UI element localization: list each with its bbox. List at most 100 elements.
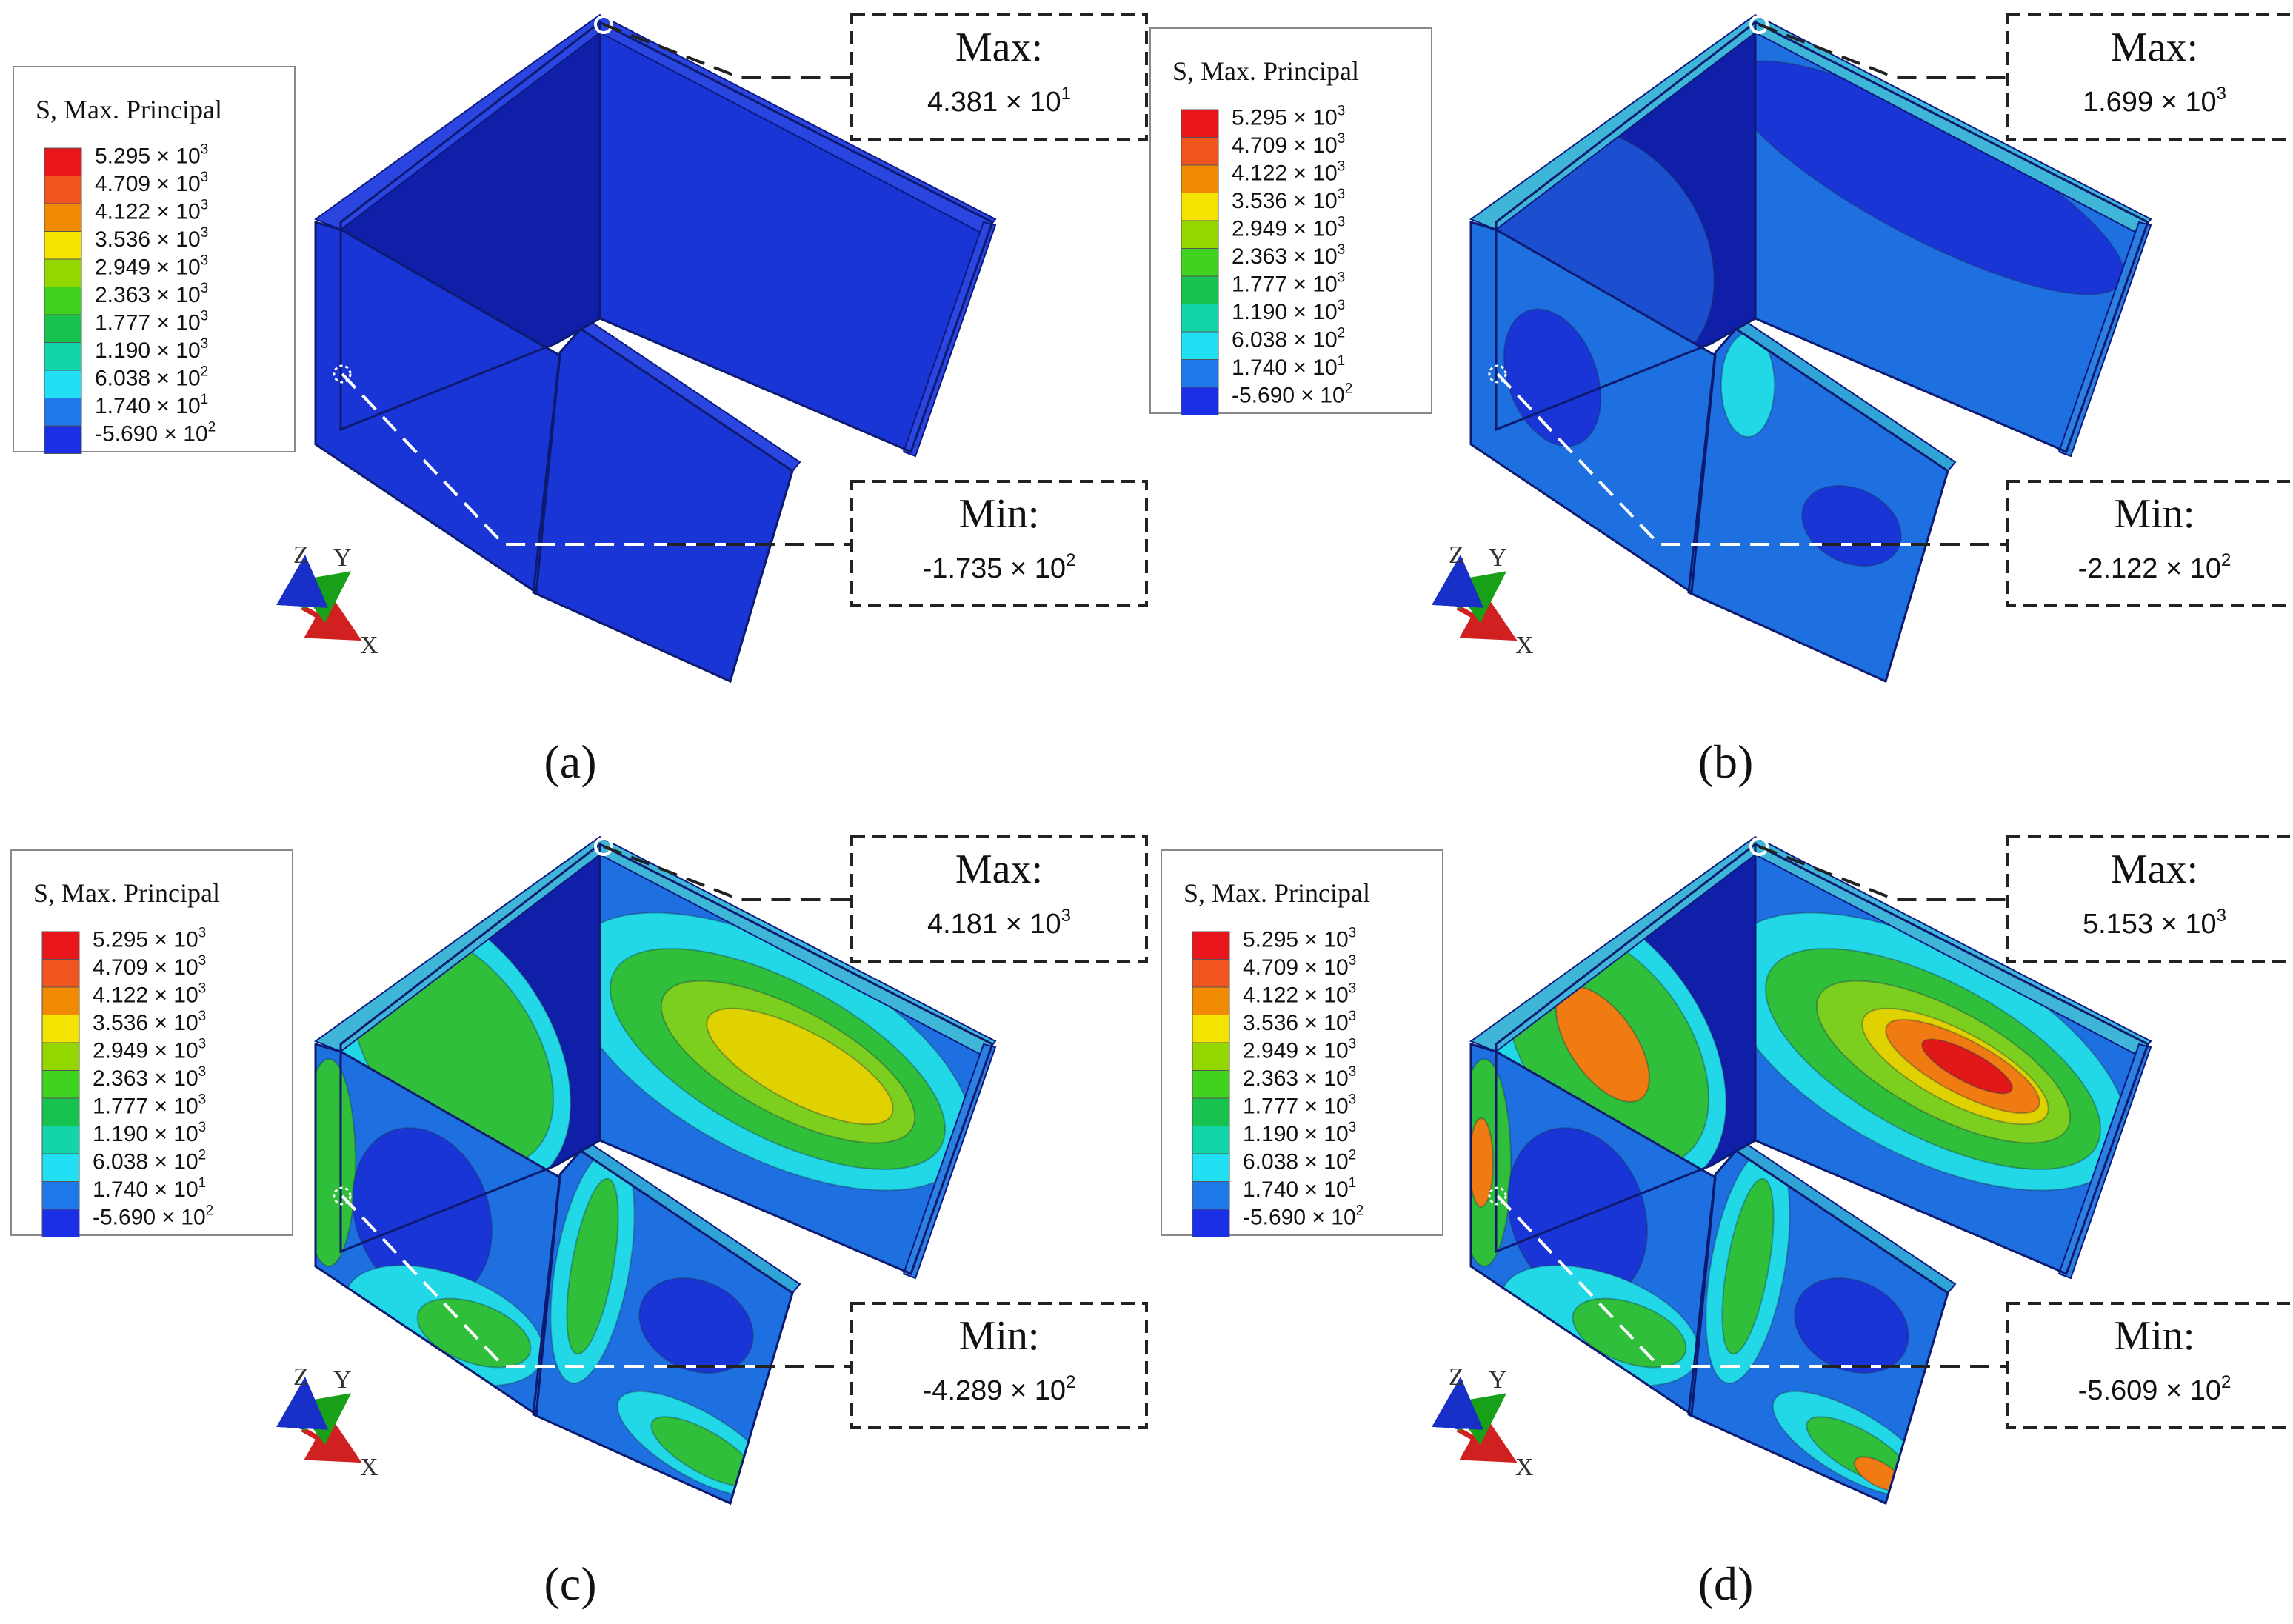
x-axis-arrow: [301, 592, 362, 641]
legend-swatch: [44, 147, 82, 176]
z-axis-label: Z: [1449, 1363, 1464, 1391]
legend-level-label-mantissa: 2.949 × 10: [1232, 217, 1338, 241]
min-value: -4.289 × 102: [923, 1372, 1076, 1406]
model-group: [1469, 835, 2152, 1506]
min-leader-line: [1496, 372, 2007, 546]
legend-level-label-mantissa: 6.038 × 10: [93, 1150, 198, 1174]
front-panel-wall: [1689, 329, 1948, 681]
legend-level-label-mantissa: 5.295 × 10: [93, 928, 198, 952]
z-axis-label: Z: [293, 541, 309, 569]
front-panel-wall-base: [533, 329, 792, 681]
legend-swatch: [1192, 1042, 1230, 1071]
min-value-exponent: 2: [2221, 550, 2231, 570]
legend-level-label-exponent: 3: [1338, 131, 1346, 147]
max-leader-line: [1758, 23, 2007, 79]
legend-level-label-exponent: 3: [1349, 1037, 1357, 1052]
wall-outline: [314, 1042, 561, 1417]
legend-swatch: [44, 425, 82, 454]
inner-back-right-wall-base: [600, 22, 992, 452]
legend-level-label-mantissa: 1.740 × 10: [95, 394, 201, 418]
max-label: Max:: [2111, 846, 2198, 892]
legend-level-label-exponent: 1: [1338, 353, 1346, 369]
legend-level-label-mantissa: 2.363 × 10: [1243, 1066, 1349, 1091]
legend-level-label: 1.740 × 101: [1232, 353, 1345, 380]
max-label: Max:: [2111, 24, 2198, 70]
legend-level-label: 2.363 × 103: [1232, 242, 1345, 269]
legend-level-label: 4.122 × 103: [1243, 981, 1356, 1008]
legend-level-label-mantissa: 1.190 × 10: [93, 1122, 198, 1146]
legend-level-label: 1.777 × 103: [95, 309, 208, 335]
legend-swatch: [1192, 1181, 1230, 1210]
legend-level-label-mantissa: 1.740 × 10: [1243, 1177, 1349, 1202]
legend-swatch: [1181, 359, 1219, 388]
legend-level-label-exponent: 3: [198, 1120, 207, 1135]
min-value-mantissa: -1.735 × 10: [923, 553, 1066, 584]
legend-swatch: [41, 1042, 80, 1071]
legend-level-label: 2.949 × 103: [1243, 1037, 1356, 1063]
panel-label: (b): [1698, 735, 1754, 788]
legend-level-label-mantissa: 2.949 × 10: [1243, 1039, 1349, 1063]
legend-swatch: [1192, 1015, 1230, 1043]
min-marker: [1488, 1186, 1507, 1206]
min-marker: [1488, 364, 1507, 384]
max-value-exponent: 1: [1061, 84, 1071, 104]
legend-level-label: 2.949 × 103: [1232, 215, 1345, 241]
y-axis-arrow: [1449, 1393, 1507, 1445]
front-panel-wall: [533, 329, 792, 681]
legend-level-label-mantissa: 4.709 × 10: [95, 172, 201, 196]
legend-level-label-mantissa: 3.536 × 10: [95, 227, 201, 252]
legend-swatch: [41, 1153, 80, 1182]
y-axis-label: Y: [333, 1366, 352, 1394]
legend-level-label: 3.536 × 103: [1232, 187, 1345, 213]
legend-level-label-mantissa: -5.690 × 10: [95, 422, 208, 447]
stress-contour: [706, 1007, 894, 1126]
max-callout-box: [850, 835, 1148, 963]
legend-level-label: 2.363 × 103: [95, 281, 208, 307]
legend-swatch: [1192, 1126, 1230, 1154]
legend-swatch: [1181, 137, 1219, 166]
max-value: 1.699 × 103: [2083, 84, 2226, 118]
legend-level-label: 1.740 × 101: [93, 1175, 206, 1202]
legend-level-label: 4.709 × 103: [1232, 131, 1345, 158]
z-axis-arrow: [276, 555, 329, 608]
legend-swatch: [41, 959, 80, 988]
legend-level-label: 6.038 × 102: [1243, 1148, 1356, 1174]
legend-level-label-exponent: 3: [1349, 1009, 1357, 1024]
legend-level-label-exponent: 3: [198, 981, 207, 997]
legend-level-label-exponent: 3: [201, 170, 209, 185]
legend-swatch: [41, 1209, 80, 1237]
wall-outline: [314, 220, 561, 595]
min-callout-box: [2006, 480, 2293, 607]
legend-swatch: [41, 1181, 80, 1210]
legend-level-label-mantissa: 1.777 × 10: [1243, 1095, 1349, 1119]
legend-level-label: 5.295 × 103: [93, 926, 206, 952]
max-value-exponent: 3: [2217, 84, 2226, 104]
legend-swatch: [44, 314, 82, 343]
min-value-exponent: 2: [2221, 1372, 2231, 1392]
legend-level-label-exponent: 3: [1338, 298, 1346, 313]
min-value-exponent: 2: [1066, 550, 1075, 570]
model-group: [313, 835, 997, 1506]
z-axis-label: Z: [293, 1363, 309, 1391]
legend-level-label: 4.122 × 103: [93, 981, 206, 1008]
legend-level-label-exponent: 3: [1338, 187, 1346, 202]
legend-level-label-exponent: 2: [1356, 1203, 1364, 1219]
legend-level-label-exponent: 3: [1338, 159, 1346, 175]
legend-swatch: [1192, 986, 1230, 1015]
max-leader-line: [603, 845, 852, 901]
legend-level-label: 4.709 × 103: [95, 170, 208, 196]
max-value-mantissa: 5.153 × 10: [2083, 909, 2217, 940]
legend-level-label-mantissa: 1.777 × 10: [93, 1095, 198, 1119]
legend-level-label-exponent: 2: [198, 1148, 207, 1163]
legend-level-label: 6.038 × 102: [93, 1148, 206, 1174]
legend-swatch: [1181, 331, 1219, 360]
wall-outline: [1687, 1149, 1949, 1506]
max-value-exponent: 3: [1061, 906, 1071, 926]
legend-level-label: 1.190 × 103: [1243, 1120, 1356, 1146]
legend-level-label: 1.777 × 103: [1243, 1092, 1356, 1119]
legend-level-label-exponent: 2: [201, 364, 209, 380]
wall-outline: [1687, 327, 1949, 684]
legend-level-label-mantissa: 3.536 × 10: [93, 1011, 198, 1035]
